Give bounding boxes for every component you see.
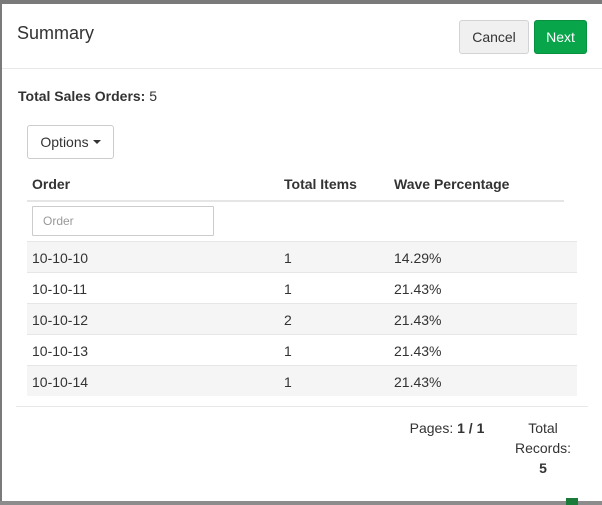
- column-header-total-items[interactable]: Total Items: [284, 176, 357, 192]
- background-accent: [566, 498, 578, 505]
- caret-down-icon: [92, 140, 101, 144]
- total-sales-orders-label: Total Sales Orders:: [18, 88, 146, 104]
- records-value: 5: [539, 460, 547, 476]
- modal-header: Summary Cancel Next: [2, 4, 602, 69]
- total-records-info: Total Records: 5: [508, 418, 578, 478]
- table-row[interactable]: 10-10-14 1 21.43%: [27, 365, 577, 396]
- cancel-button[interactable]: Cancel: [459, 20, 529, 54]
- table-row[interactable]: 10-10-10 1 14.29%: [27, 241, 577, 272]
- cell-wave-percentage: 21.43%: [394, 281, 442, 297]
- column-header-order[interactable]: Order: [32, 176, 71, 192]
- cell-total-items: 1: [284, 343, 292, 359]
- cell-wave-percentage: 21.43%: [394, 374, 442, 390]
- order-filter-input[interactable]: [32, 206, 214, 236]
- table-footer-divider: [16, 406, 588, 407]
- cell-wave-percentage: 21.43%: [394, 312, 442, 328]
- cell-order: 10-10-12: [32, 312, 89, 328]
- pages-label: Pages:: [409, 420, 454, 436]
- background-page-strip: [0, 501, 602, 505]
- cell-total-items: 2: [284, 312, 292, 328]
- summary-modal: Summary Cancel Next Total Sales Orders: …: [2, 4, 602, 501]
- cell-order: 10-10-13: [32, 343, 89, 359]
- records-label: Total Records:: [514, 420, 572, 456]
- table-header-divider: [27, 200, 564, 202]
- options-dropdown-button[interactable]: Options: [27, 125, 114, 159]
- pagination-info: Pages: 1 / 1: [407, 418, 487, 438]
- table-row[interactable]: 10-10-13 1 21.43%: [27, 334, 577, 365]
- table-row[interactable]: 10-10-12 2 21.43%: [27, 303, 577, 334]
- cell-total-items: 1: [284, 374, 292, 390]
- cell-wave-percentage: 21.43%: [394, 343, 442, 359]
- column-header-wave-percentage[interactable]: Wave Percentage: [394, 176, 510, 192]
- total-sales-orders: Total Sales Orders: 5: [18, 88, 157, 104]
- next-button[interactable]: Next: [534, 20, 587, 54]
- cell-total-items: 1: [284, 281, 292, 297]
- table-row[interactable]: 10-10-11 1 21.43%: [27, 272, 577, 303]
- cell-order: 10-10-10: [32, 250, 89, 266]
- cell-total-items: 1: [284, 250, 292, 266]
- cell-order: 10-10-14: [32, 374, 89, 390]
- modal-title: Summary: [17, 23, 95, 43]
- total-sales-orders-value: 5: [149, 88, 158, 104]
- cell-wave-percentage: 14.29%: [394, 250, 442, 266]
- pages-value: 1 / 1: [457, 420, 485, 436]
- options-label: Options: [40, 134, 89, 150]
- cell-order: 10-10-11: [32, 281, 88, 297]
